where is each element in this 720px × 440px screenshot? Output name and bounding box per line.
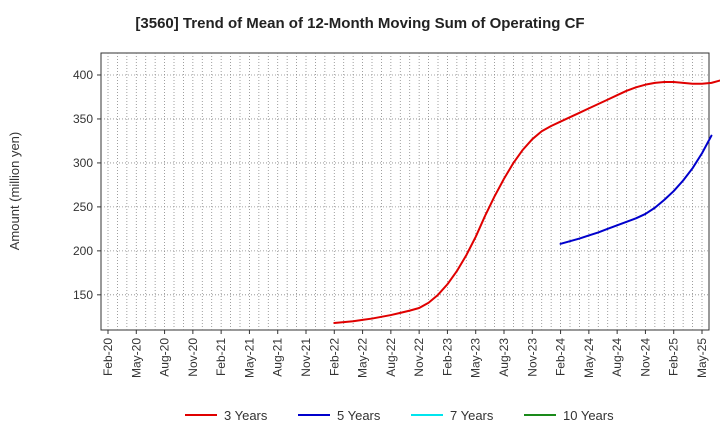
x-tick-label: Nov-24 bbox=[638, 338, 652, 377]
legend-label: 10 Years bbox=[563, 408, 614, 423]
y-tick-label: 150 bbox=[73, 288, 93, 302]
series-line-3-years bbox=[333, 79, 720, 324]
x-tick-label: Feb-24 bbox=[554, 338, 568, 376]
x-tick-label: Nov-20 bbox=[186, 338, 200, 377]
legend: 3 Years 5 Years 7 Years 10 Years bbox=[185, 408, 614, 423]
x-tick-label: Aug-24 bbox=[610, 338, 624, 377]
y-tick-label: 400 bbox=[73, 68, 93, 82]
x-tick-label: Nov-21 bbox=[299, 338, 313, 377]
y-tick-label: 300 bbox=[73, 156, 93, 170]
legend-label: 3 Years bbox=[224, 408, 268, 423]
x-tick-label: May-23 bbox=[469, 338, 483, 378]
y-tick-label: 350 bbox=[73, 112, 93, 126]
series-line-5-years bbox=[559, 134, 713, 245]
x-tick-label: Nov-22 bbox=[412, 338, 426, 377]
x-tick-label: May-20 bbox=[129, 338, 143, 378]
y-axis-ticks: 150 200 250 300 350 400 bbox=[73, 68, 101, 302]
series-lines bbox=[333, 79, 720, 324]
x-tick-label: Aug-22 bbox=[384, 338, 398, 377]
x-tick-label: May-25 bbox=[695, 338, 709, 378]
x-tick-label: May-24 bbox=[582, 338, 596, 378]
x-tick-label: Feb-25 bbox=[667, 338, 681, 376]
x-tick-label: May-22 bbox=[356, 338, 370, 378]
x-tick-label: Aug-20 bbox=[158, 338, 172, 377]
x-tick-label: Aug-23 bbox=[497, 338, 511, 377]
legend-label: 7 Years bbox=[450, 408, 494, 423]
chart-title: [3560] Trend of Mean of 12-Month Moving … bbox=[135, 15, 584, 32]
x-tick-label: Feb-22 bbox=[327, 338, 341, 376]
x-axis-ticks: Feb-20 May-20 Aug-20 Nov-20 Feb-21 May-21 Aug-… bbox=[101, 330, 709, 378]
legend-label: 5 Years bbox=[337, 408, 381, 423]
y-tick-label: 200 bbox=[73, 244, 93, 258]
x-tick-label: Feb-21 bbox=[214, 338, 228, 376]
y-tick-label: 250 bbox=[73, 200, 93, 214]
x-tick-label: Aug-21 bbox=[271, 338, 285, 377]
y-axis-label: Amount (million yen) bbox=[7, 132, 22, 251]
x-tick-label: Nov-23 bbox=[525, 338, 539, 377]
x-tick-label: Feb-23 bbox=[440, 338, 454, 376]
x-tick-label: May-21 bbox=[242, 338, 256, 378]
x-tick-label: Feb-20 bbox=[101, 338, 115, 376]
